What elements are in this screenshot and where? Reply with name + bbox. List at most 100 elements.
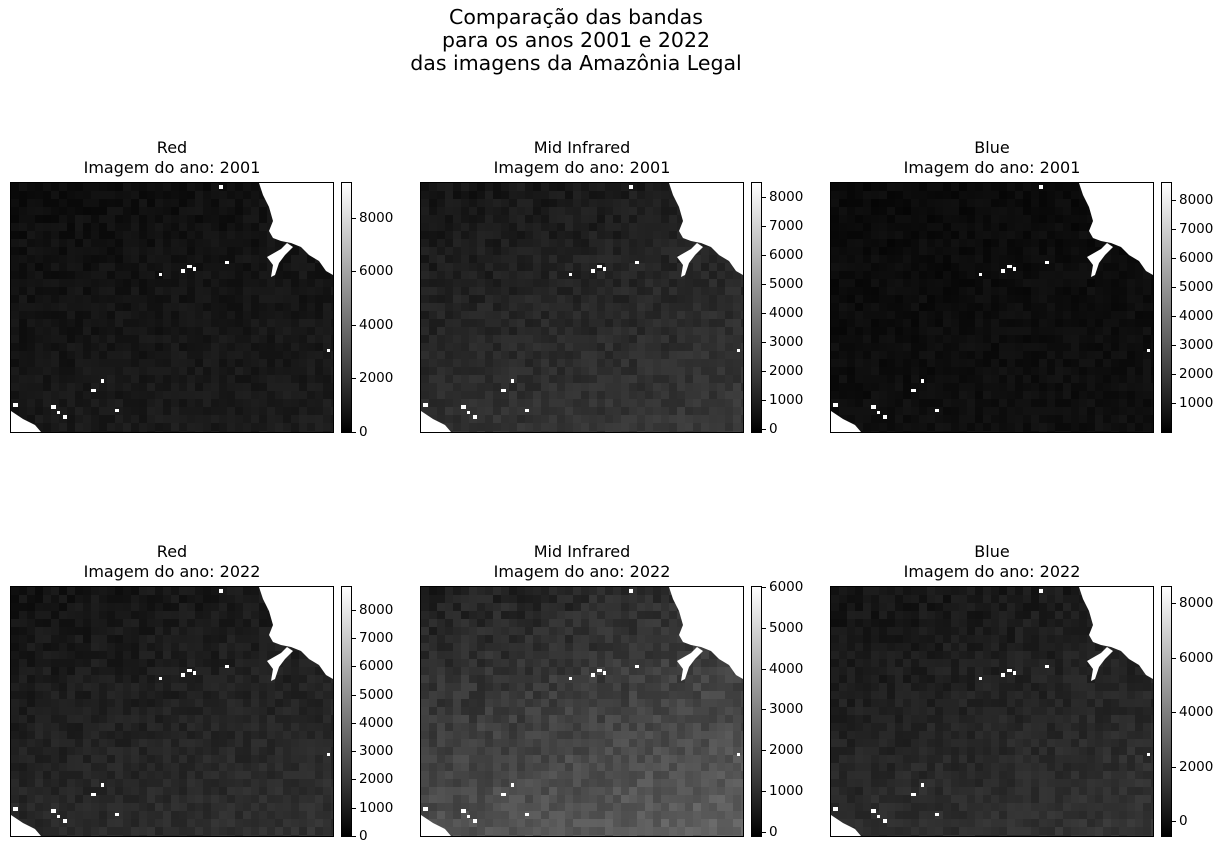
image-cell (525, 207, 533, 215)
image-cell (831, 215, 839, 223)
image-cell (725, 311, 733, 319)
river-mouth (677, 243, 703, 277)
image-cell (155, 191, 163, 199)
image-cell (91, 319, 99, 327)
image-cell (847, 207, 855, 215)
image-cell (275, 715, 283, 723)
image-cell (195, 199, 203, 207)
image-cell (597, 199, 605, 207)
image-cell (227, 183, 235, 191)
image-cell (541, 319, 549, 327)
image-cell (43, 391, 51, 399)
image-cell (461, 343, 469, 351)
image-cell (219, 683, 227, 691)
image-cell (179, 295, 187, 303)
image-cell (445, 231, 453, 239)
image-cell (315, 407, 323, 415)
image-cell (195, 311, 203, 319)
image-cell (421, 207, 429, 215)
image-cell (1143, 287, 1151, 295)
image-cell (195, 183, 203, 191)
image-cell (243, 723, 251, 731)
image-cell (35, 319, 43, 327)
image-cell (855, 415, 863, 423)
image-cell (1071, 239, 1079, 247)
image-cell (501, 215, 509, 223)
image-cell (243, 595, 251, 603)
image-cell (421, 383, 429, 391)
image-cell (533, 303, 541, 311)
image-cell (725, 407, 733, 415)
image-cell (131, 279, 139, 287)
image-cell (243, 335, 251, 343)
image-cell (51, 587, 59, 595)
image-cell (267, 407, 275, 415)
image-cell (299, 659, 307, 667)
image-cell (283, 303, 291, 311)
image-cell (1143, 367, 1151, 375)
image-cell (235, 359, 243, 367)
image-cell (139, 675, 147, 683)
image-cell (51, 351, 59, 359)
image-cell (661, 247, 669, 255)
image-cell (903, 335, 911, 343)
image-cell (299, 723, 307, 731)
image-cell (1063, 279, 1071, 287)
image-cell (1015, 279, 1023, 287)
image-cell (1031, 303, 1039, 311)
image-cell (549, 391, 557, 399)
image-cell (453, 247, 461, 255)
image-cell (203, 303, 211, 311)
image-cell (461, 183, 469, 191)
image-cell (959, 295, 967, 303)
image-cell (919, 327, 927, 335)
image-cell (275, 287, 283, 295)
image-cell (871, 391, 879, 399)
image-cell (605, 295, 613, 303)
image-cell (669, 303, 677, 311)
image-cell (991, 391, 999, 399)
image-cell (1023, 359, 1031, 367)
image-cell (621, 271, 629, 279)
image-cell (123, 215, 131, 223)
image-cell (1127, 375, 1135, 383)
image-cell (967, 383, 975, 391)
image-cell (653, 391, 661, 399)
saturated-pixel (597, 265, 602, 268)
image-cell (27, 643, 35, 651)
image-cell (235, 603, 243, 611)
image-cell (1015, 263, 1023, 271)
image-cell (725, 279, 733, 287)
image-cell (147, 707, 155, 715)
image-cell (283, 343, 291, 351)
image-cell (291, 763, 299, 771)
image-cell (35, 191, 43, 199)
image-cell (983, 375, 991, 383)
image-cell (597, 335, 605, 343)
image-cell (299, 383, 307, 391)
image-cell (243, 619, 251, 627)
image-cell (677, 319, 685, 327)
image-cell (669, 255, 677, 263)
image-cell (733, 423, 741, 431)
image-cell (99, 683, 107, 691)
image-cell (709, 415, 717, 423)
image-cell (1087, 311, 1095, 319)
image-cell (629, 327, 637, 335)
image-cell (91, 215, 99, 223)
image-cell (283, 295, 291, 303)
image-cell (195, 215, 203, 223)
image-cell (919, 231, 927, 239)
image-cell (267, 303, 275, 311)
image-cell (51, 295, 59, 303)
image-cell (429, 239, 437, 247)
image-cell (323, 303, 331, 311)
colorbar-tick (1172, 287, 1176, 289)
image-cell (943, 295, 951, 303)
image-cell (911, 207, 919, 215)
image-cell (1143, 327, 1151, 335)
image-cell (243, 423, 251, 431)
image-cell (171, 675, 179, 683)
image-cell (139, 359, 147, 367)
image-cell (661, 263, 669, 271)
